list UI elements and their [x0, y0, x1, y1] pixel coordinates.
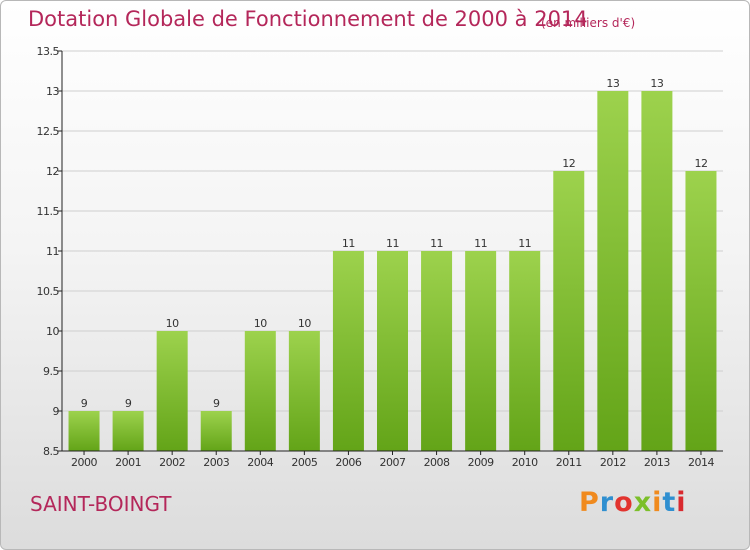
data-label: 11: [474, 237, 487, 250]
bar: [641, 91, 673, 451]
bar: [68, 411, 100, 451]
logo-letter: x: [633, 487, 653, 518]
y-tick-label: 13: [46, 85, 59, 98]
logo-letter: i: [676, 487, 687, 518]
x-tick-label: 2014: [688, 456, 714, 469]
y-tick-label: 9.5: [43, 365, 59, 378]
y-tick-label: 10: [46, 325, 59, 338]
logo-letter: r: [599, 487, 615, 518]
labels: 8.5 9 9.5 10 10.5 11 11.5 12 12.5 13 13.5 9 2000 9 200…: [37, 45, 715, 469]
data-label: 11: [386, 237, 399, 250]
data-label: 12: [694, 157, 707, 170]
data-label: 11: [430, 237, 443, 250]
data-label: 11: [342, 237, 355, 250]
x-tick-label: 2003: [203, 456, 229, 469]
data-label: 10: [298, 317, 311, 330]
logo-letter: i: [652, 487, 663, 518]
bar: [685, 171, 717, 451]
x-tick-label: 2004: [247, 456, 273, 469]
x-tick-label: 2001: [115, 456, 141, 469]
data-label: 9: [81, 397, 88, 410]
data-label: 13: [650, 77, 663, 90]
data-label: 11: [518, 237, 531, 250]
x-tick-label: 2011: [556, 456, 582, 469]
data-label: 10: [166, 317, 179, 330]
data-label: 13: [606, 77, 619, 90]
bar: [421, 251, 453, 451]
x-tick-label: 2013: [644, 456, 670, 469]
data-label: 12: [562, 157, 575, 170]
bar: [156, 331, 188, 451]
y-tick-label: 12.5: [37, 125, 60, 138]
x-tick-label: 2008: [424, 456, 450, 469]
logo-letter: o: [614, 487, 634, 518]
data-label: 9: [125, 397, 132, 410]
y-tick-label: 11.5: [37, 205, 60, 218]
logo-letter: t: [662, 487, 677, 518]
y-tick-label: 9: [53, 405, 60, 418]
x-tick-label: 2007: [380, 456, 406, 469]
y-tick-label: 11: [46, 245, 59, 258]
x-tick-label: 2006: [335, 456, 361, 469]
x-tick-label: 2002: [159, 456, 185, 469]
x-tick-label: 2010: [512, 456, 538, 469]
x-tick-label: 2000: [71, 456, 97, 469]
bar: [597, 91, 629, 451]
x-tick-label: 2009: [468, 456, 494, 469]
data-label: 9: [213, 397, 220, 410]
axes: [58, 50, 723, 455]
bar: [509, 251, 541, 451]
y-tick-label: 12: [46, 165, 59, 178]
x-tick-label: 2005: [291, 456, 317, 469]
x-tick-label: 2012: [600, 456, 626, 469]
logo-letter: P: [579, 487, 600, 518]
bar: [112, 411, 144, 451]
y-tick-label: 10.5: [37, 285, 60, 298]
bar: [465, 251, 497, 451]
y-tick-label: 13.5: [37, 45, 60, 58]
chart-title: Dotation Globale de Fonctionnement de 20…: [28, 7, 588, 31]
y-tick-label: 8.5: [43, 445, 59, 458]
bar: [553, 171, 585, 451]
bar: [244, 331, 276, 451]
bar: [200, 411, 232, 451]
bar: [288, 331, 320, 451]
bars: [68, 91, 717, 451]
commune-name: SAINT-BOINGT: [30, 492, 172, 516]
proxiti-logo: Proxiti: [579, 487, 687, 518]
chart-subtitle: (en milliers d'€): [541, 16, 636, 30]
bar: [332, 251, 364, 451]
data-label: 10: [254, 317, 267, 330]
bar: [377, 251, 408, 451]
